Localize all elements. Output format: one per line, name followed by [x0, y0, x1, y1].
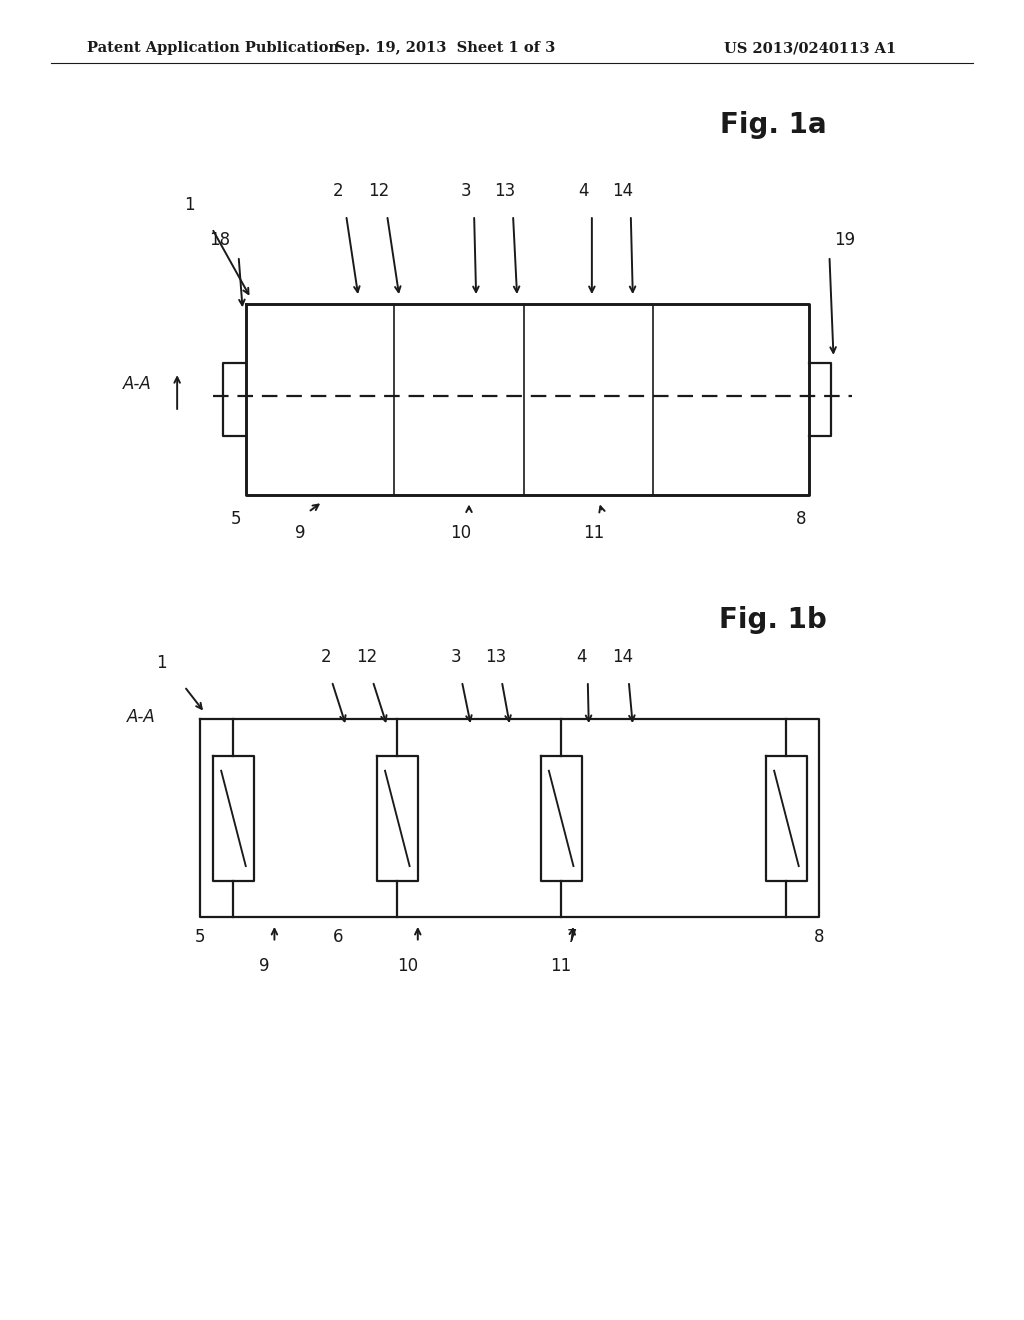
Text: 10: 10 — [451, 524, 471, 543]
Text: 18: 18 — [210, 231, 230, 249]
Text: 9: 9 — [295, 524, 305, 543]
Text: 12: 12 — [356, 648, 377, 667]
Text: 7: 7 — [566, 928, 577, 946]
Text: 5: 5 — [195, 928, 205, 946]
Text: 11: 11 — [551, 957, 571, 975]
Text: 3: 3 — [451, 648, 461, 667]
Text: Patent Application Publication: Patent Application Publication — [87, 41, 339, 55]
Text: 1: 1 — [157, 653, 167, 672]
Text: 8: 8 — [796, 510, 806, 528]
Text: Fig. 1a: Fig. 1a — [720, 111, 826, 140]
Text: 19: 19 — [835, 231, 856, 249]
Text: A-A: A-A — [123, 375, 152, 393]
Text: 10: 10 — [397, 957, 418, 975]
Text: 2: 2 — [333, 182, 343, 201]
Text: US 2013/0240113 A1: US 2013/0240113 A1 — [724, 41, 896, 55]
Text: 9: 9 — [259, 957, 269, 975]
Text: Sep. 19, 2013  Sheet 1 of 3: Sep. 19, 2013 Sheet 1 of 3 — [335, 41, 556, 55]
Text: 13: 13 — [485, 648, 506, 667]
Text: 14: 14 — [612, 648, 633, 667]
Text: 2: 2 — [321, 648, 331, 667]
Text: Fig. 1b: Fig. 1b — [719, 606, 827, 635]
Text: A-A: A-A — [127, 708, 156, 726]
Text: 12: 12 — [369, 182, 389, 201]
Text: 4: 4 — [579, 182, 589, 201]
Text: 6: 6 — [333, 928, 343, 946]
Text: 14: 14 — [612, 182, 633, 201]
Text: 11: 11 — [584, 524, 604, 543]
Text: 4: 4 — [577, 648, 587, 667]
Text: 13: 13 — [495, 182, 515, 201]
Text: 3: 3 — [461, 182, 471, 201]
Text: 1: 1 — [184, 195, 195, 214]
Text: 5: 5 — [230, 510, 241, 528]
Text: 8: 8 — [814, 928, 824, 946]
